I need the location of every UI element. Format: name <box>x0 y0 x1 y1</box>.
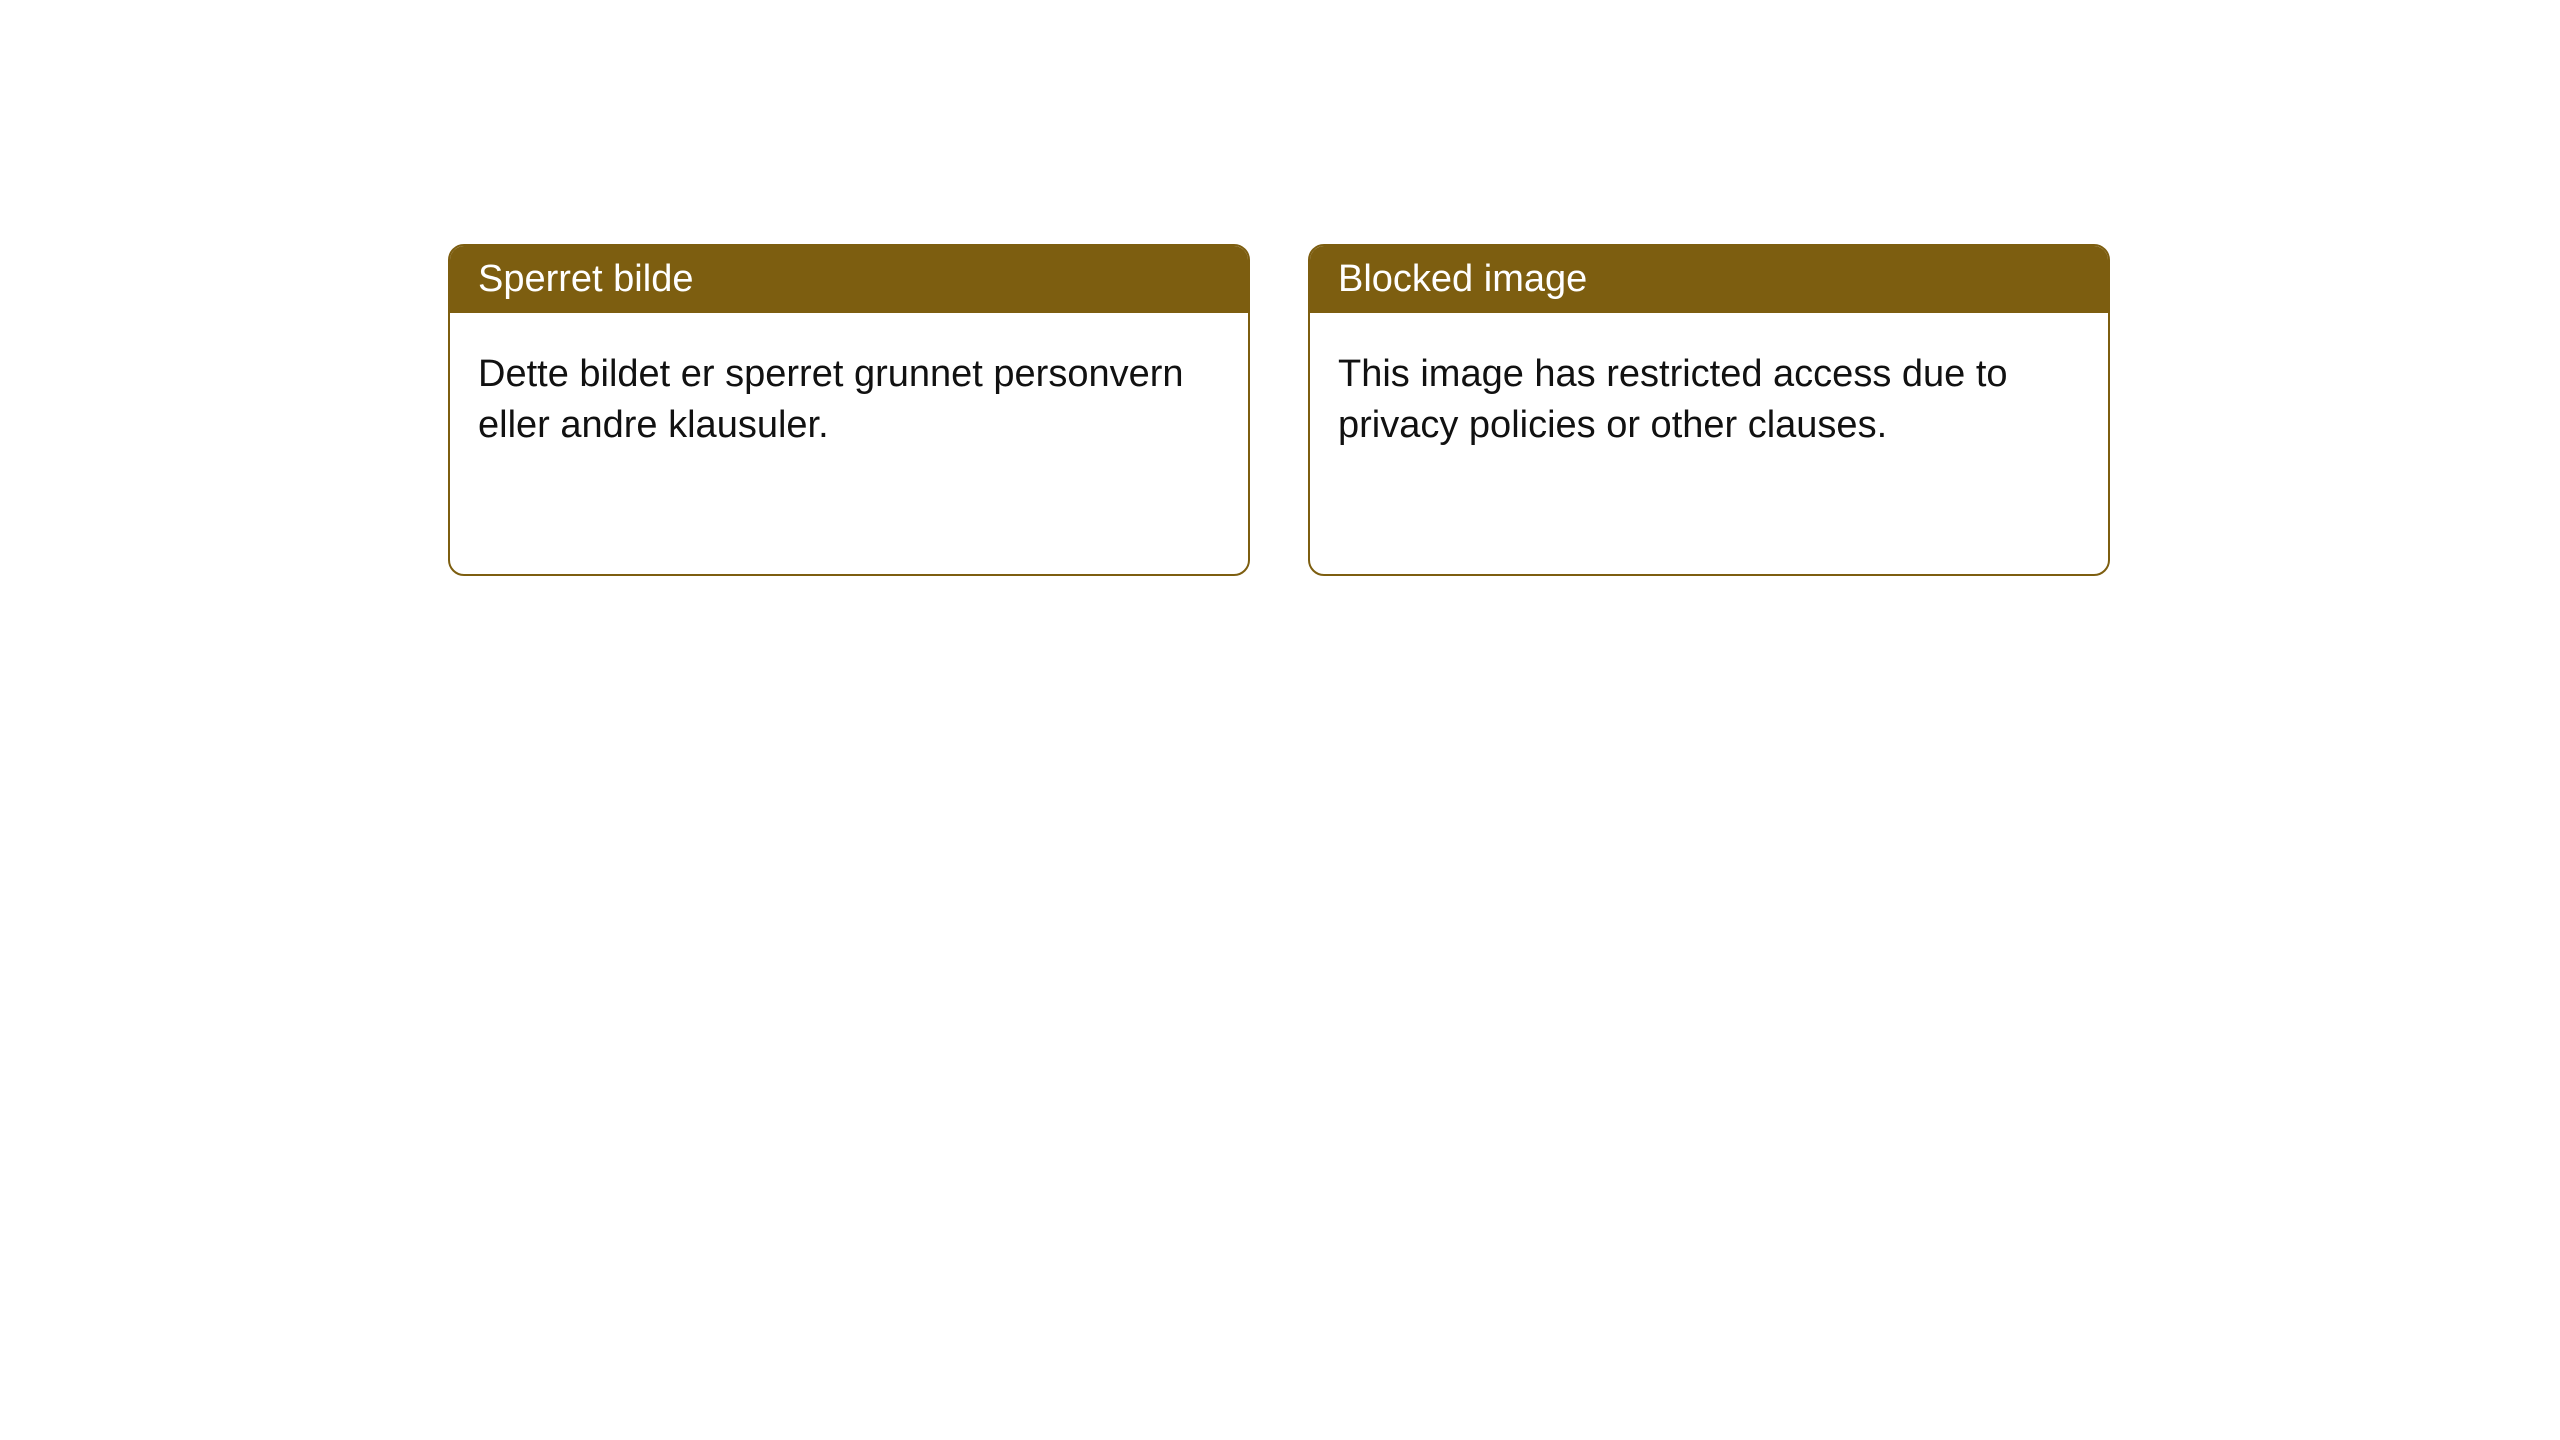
notice-card-english: Blocked image This image has restricted … <box>1308 244 2110 576</box>
notice-text: Dette bildet er sperret grunnet personve… <box>478 353 1184 446</box>
notice-container: Sperret bilde Dette bildet er sperret gr… <box>0 0 2560 576</box>
notice-header: Blocked image <box>1310 246 2108 313</box>
notice-text: This image has restricted access due to … <box>1338 353 2008 446</box>
notice-body: This image has restricted access due to … <box>1310 313 2108 488</box>
notice-body: Dette bildet er sperret grunnet personve… <box>450 313 1248 488</box>
notice-card-norwegian: Sperret bilde Dette bildet er sperret gr… <box>448 244 1250 576</box>
notice-header: Sperret bilde <box>450 246 1248 313</box>
notice-title: Blocked image <box>1338 258 1587 300</box>
notice-title: Sperret bilde <box>478 258 693 300</box>
